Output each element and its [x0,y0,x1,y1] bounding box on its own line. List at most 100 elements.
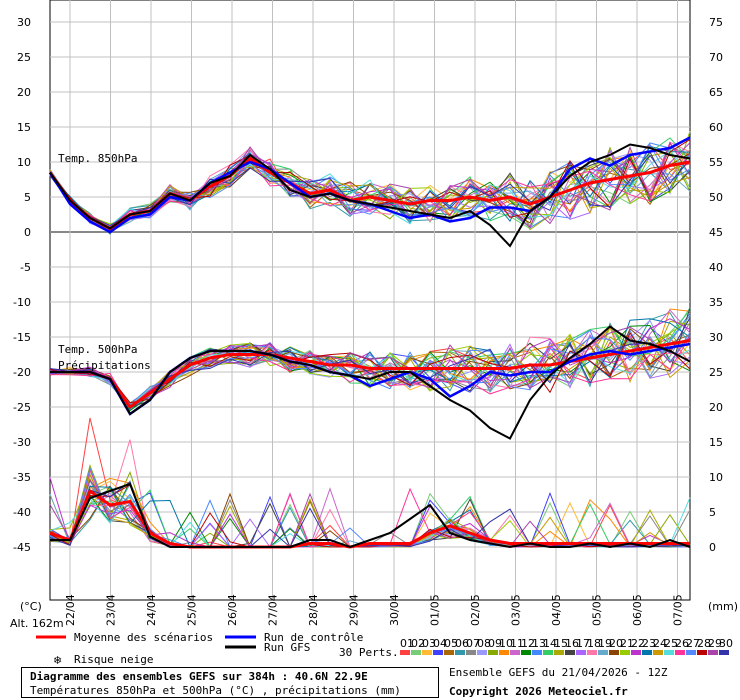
gfs-line-precip [50,482,691,549]
pert-swatch [598,650,608,655]
y-left-tick-label: 10 [17,156,31,169]
y-right-tick-label: 0 [709,541,716,554]
pert-number: 23 [642,637,656,650]
x-tick-label: 01/05 [429,594,442,626]
pert-number: 20 [609,637,623,650]
perturbation-line [49,317,691,408]
pert-number: 17 [576,637,590,650]
legend-mean-label: Moyenne des scénarios [74,631,213,644]
x-tick-label: 25/04 [186,594,199,626]
pert-swatch [719,650,729,655]
y-left-tick-label: -15 [13,331,31,344]
y-right-tick-label: 40 [709,261,723,274]
pert-number: 28 [697,637,711,650]
y-left-tick-label: 25 [17,51,31,64]
pert-swatch [466,650,476,655]
pert-number: 13 [532,637,546,650]
y-left-tick-label: -5 [20,261,31,274]
pert-number: 14 [543,637,557,650]
pert-swatch [521,650,531,655]
pert-number: 25 [664,637,678,650]
pert-swatch [477,650,487,655]
pert-number: 07 [466,637,480,650]
x-tick-label: 27/04 [267,594,280,626]
y-left-tick-label: 20 [17,86,31,99]
perturbation-line [49,332,691,406]
legend-gfs-label: Run GFS [264,641,310,654]
x-tick-label: 06/05 [631,594,644,626]
y-left-tick-label: -20 [13,366,31,379]
x-tick-label: 04/05 [550,594,563,626]
pert-swatch [708,650,718,655]
y-left-tick-label: -10 [13,296,31,309]
y-right-tick-label: 15 [709,436,723,449]
pert-number: 26 [675,637,689,650]
y-right-tick-label: 60 [709,121,723,134]
y-left-tick-label: -35 [13,471,31,484]
y-left-tick-label: 30 [17,16,31,29]
pert-number: 09 [488,637,502,650]
y-left-tick-label: -30 [13,436,31,449]
gfs-line-t500 [50,325,691,440]
pert-swatch [411,650,421,655]
pert-number: 30 [719,637,733,650]
left-axis-ticks: 30 25 20 15 10 5 0 -5 -10 -15 -20 -25 -30 -35 -40 -45 (°… [10,16,64,630]
altitude-label: Alt. 162m [10,617,64,630]
pert-number: 01 [400,637,414,650]
snowflake-icon: ❄ [53,654,62,665]
pert-swatch [444,650,454,655]
plot-frame [49,0,691,601]
y-left-unit: (°C) [20,600,42,613]
pert-swatch [587,650,597,655]
pert-swatch [609,650,619,655]
chart-grid [49,0,691,601]
x-axis-ticks: 22/04 23/04 24/04 25/04 26/04 27/04 28/04 29/04… [64,594,685,626]
panel-annotation: Temp. 850hPa [58,152,137,165]
pert-number: 22 [631,637,645,650]
legend-control-label: Run de contrôle [264,631,363,644]
chart-annotations: Temp. 850hPa Temp. 500hPa Précipitations [58,152,151,372]
mean-line-precip [49,488,690,549]
y-right-tick-label: 20 [709,401,723,414]
gfs-line-t850 [49,143,691,248]
panel-annotation: Temp. 500hPa [58,343,137,356]
y-right-tick-label: 5 [709,506,716,519]
x-tick-label: 23/04 [105,594,118,626]
x-tick-label: 07/05 [672,594,685,626]
pert-number: 04 [433,637,447,650]
pert-swatch [554,650,564,655]
y-right-tick-label: 55 [709,156,723,169]
pert-number: 08 [477,637,491,650]
chart-subtitle: Températures 850hPa et 500hPa (°C) , pré… [30,684,401,697]
pert-swatch [620,650,630,655]
ensemble-chart: 22/04 23/04 24/04 25/04 26/04 27/04 28/04 29/04… [10,0,738,665]
pert-number: 19 [598,637,612,650]
x-tick-label: 22/04 [64,594,77,626]
pert-swatch [488,650,498,655]
chart-series [48,130,691,549]
y-right-tick-label: 35 [709,296,723,309]
pert-number: 05 [444,637,458,650]
y-right-tick-label: 50 [709,191,723,204]
pert-number: 16 [565,637,579,650]
pert-swatch [686,650,696,655]
pert-swatch [532,650,542,655]
y-left-tick-label: -45 [13,541,31,554]
y-right-tick-label: 75 [709,16,723,29]
y-right-unit: (mm) [708,600,738,613]
pert-number: 06 [455,637,469,650]
legend-snow-label: Risque neige [74,653,153,665]
x-tick-label: 29/04 [348,594,361,626]
pert-swatch [697,650,707,655]
x-tick-label: 03/05 [510,594,523,626]
run-info: Ensemble GEFS du 21/04/2026 - 12Z [449,666,668,679]
y-right-tick-label: 45 [709,226,723,239]
y-right-tick-label: 30 [709,331,723,344]
legend-perts-label: 30 Perts. [339,646,399,659]
pert-number: 03 [422,637,436,650]
x-tick-label: 28/04 [307,594,320,626]
pert-number: 11 [510,637,524,650]
y-left-tick-label: -25 [13,401,31,414]
pert-swatch [565,650,575,655]
